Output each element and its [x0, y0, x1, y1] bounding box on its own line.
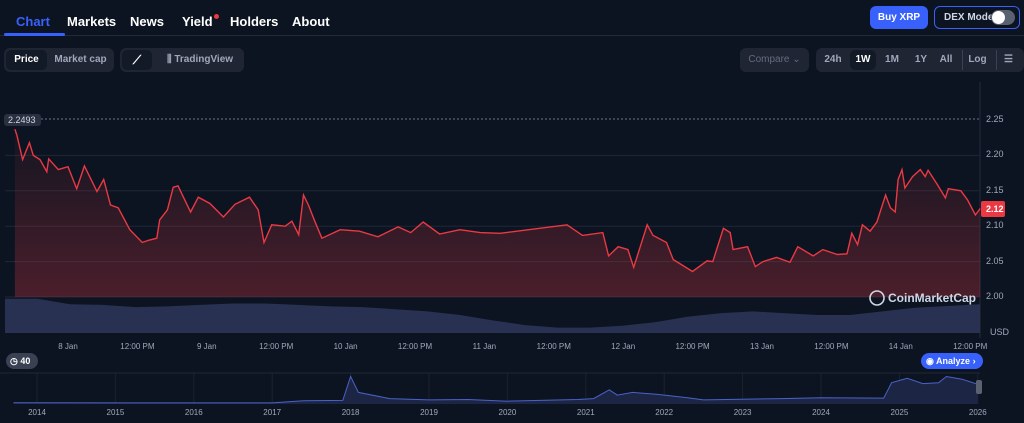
- market-cap-tab[interactable]: Market cap: [54, 54, 107, 65]
- year-label: 2023: [733, 408, 752, 417]
- y-tick-label: 2.25: [986, 114, 1004, 124]
- line-chart-icon[interactable]: ⟋: [122, 50, 152, 70]
- year-label: 2018: [341, 408, 360, 417]
- y-axis-unit: USD: [990, 327, 1010, 337]
- tab-about[interactable]: About: [292, 14, 330, 29]
- high-price-label: 2.2493: [8, 115, 36, 125]
- price-gradient-fill: [14, 129, 981, 297]
- price-tab[interactable]: Price: [6, 50, 47, 70]
- year-label: 2014: [28, 408, 46, 417]
- history-count: 40: [20, 356, 31, 366]
- sliders-icon[interactable]: ☰: [996, 50, 1020, 70]
- x-tick-label: 13 Jan: [749, 342, 775, 351]
- chart-style-switch: ⟋ ⫼ TradingView: [120, 48, 244, 72]
- overview-area: [13, 376, 978, 404]
- x-tick-label: 8 Jan: [58, 342, 78, 351]
- x-tick-label: 10 Jan: [333, 342, 358, 351]
- range-1w[interactable]: 1W: [850, 50, 876, 70]
- year-label: 2021: [576, 408, 595, 417]
- range-1y[interactable]: 1Y: [914, 54, 928, 65]
- x-tick-label: 12:00 PM: [120, 342, 155, 351]
- year-label: 2016: [184, 408, 203, 417]
- range-all[interactable]: All: [939, 54, 953, 65]
- chevron-down-icon: ⌄: [792, 54, 801, 65]
- top-nav: Chart Markets News Yield Holders About: [0, 0, 1024, 36]
- analyze-label: Analyze: [936, 356, 971, 366]
- notification-dot-icon: [213, 14, 219, 19]
- year-label: 2019: [420, 408, 438, 417]
- x-tick-label: 12 Jan: [611, 342, 636, 351]
- high-price-badge: [4, 114, 41, 126]
- analyze-button[interactable]: ◉ Analyze ›: [921, 353, 983, 369]
- year-label: 2020: [498, 408, 517, 417]
- buy-xrp-button[interactable]: Buy XRP: [870, 6, 928, 29]
- tab-chart[interactable]: Chart: [16, 14, 50, 29]
- year-label: 2015: [106, 408, 125, 417]
- range-24h[interactable]: 24h: [824, 54, 842, 65]
- tab-news[interactable]: News: [130, 14, 164, 29]
- compare-dropdown[interactable]: Compare ⌄: [740, 48, 809, 72]
- year-label: 2022: [655, 408, 674, 417]
- candles-icon: ⫼: [166, 54, 175, 65]
- dex-mode-label: DEX Mode: [944, 12, 994, 23]
- x-tick-label: 11 Jan: [472, 342, 497, 351]
- year-label: 2026: [968, 408, 987, 417]
- year-label: 2024: [812, 408, 830, 417]
- x-tick-label: 12:00 PM: [536, 342, 571, 351]
- volume-area: [5, 298, 980, 333]
- history-icon: ◷: [10, 356, 18, 366]
- x-tick-label: 12:00 PM: [675, 342, 710, 351]
- tradingview-button[interactable]: ⫼ TradingView: [160, 50, 240, 70]
- x-tick-label: 12:00 PM: [953, 342, 988, 351]
- log-toggle[interactable]: Log: [962, 50, 992, 70]
- dex-mode-toggle[interactable]: DEX Mode: [934, 6, 1020, 29]
- overview-line: [13, 375, 978, 404]
- chevron-right-icon: ›: [972, 356, 976, 366]
- current-price-badge: [981, 201, 1005, 217]
- tab-holders[interactable]: Holders: [230, 14, 279, 29]
- watermark-text: CoinMarketCap: [888, 291, 976, 305]
- year-label: 2017: [263, 408, 282, 417]
- coinmarketcap-watermark: CoinMarketCap: [869, 290, 976, 306]
- y-tick-label: 2.15: [986, 184, 1004, 195]
- price-line: [14, 128, 981, 273]
- tab-yield-label: Yield: [182, 14, 213, 29]
- x-tick-label: 9 Jan: [197, 342, 217, 351]
- y-tick-label: 2.10: [986, 220, 1004, 231]
- y-tick-label: 2.05: [986, 255, 1004, 266]
- compare-label: Compare: [748, 54, 790, 65]
- y-tick-label: 2.20: [986, 149, 1004, 160]
- toggle-switch[interactable]: [991, 10, 1015, 25]
- current-price-label: 2.12: [986, 204, 1004, 214]
- range-switch: 24h 1W 1M 1Y All Log ☰: [816, 48, 1024, 72]
- overview-drag-handle[interactable]: [976, 380, 982, 394]
- x-tick-label: 12:00 PM: [814, 342, 849, 351]
- ai-icon: ◉: [926, 356, 934, 366]
- x-tick-label: 14 Jan: [888, 342, 913, 351]
- tradingview-label: TradingView: [174, 54, 234, 65]
- coinmarketcap-logo-icon: [869, 290, 885, 306]
- year-label: 2025: [890, 408, 909, 417]
- active-tab-indicator: [4, 33, 65, 36]
- range-1m[interactable]: 1M: [885, 54, 899, 65]
- x-tick-label: 12:00 PM: [397, 342, 433, 351]
- history-badge[interactable]: ◷ 40: [6, 353, 38, 369]
- x-tick-label: 12:00 PM: [259, 342, 294, 351]
- chart-type-switch: Price Market cap: [4, 48, 114, 72]
- y-tick-label: 2.00: [986, 291, 1004, 301]
- tab-markets[interactable]: Markets: [67, 14, 117, 29]
- tab-yield[interactable]: Yield: [182, 14, 219, 29]
